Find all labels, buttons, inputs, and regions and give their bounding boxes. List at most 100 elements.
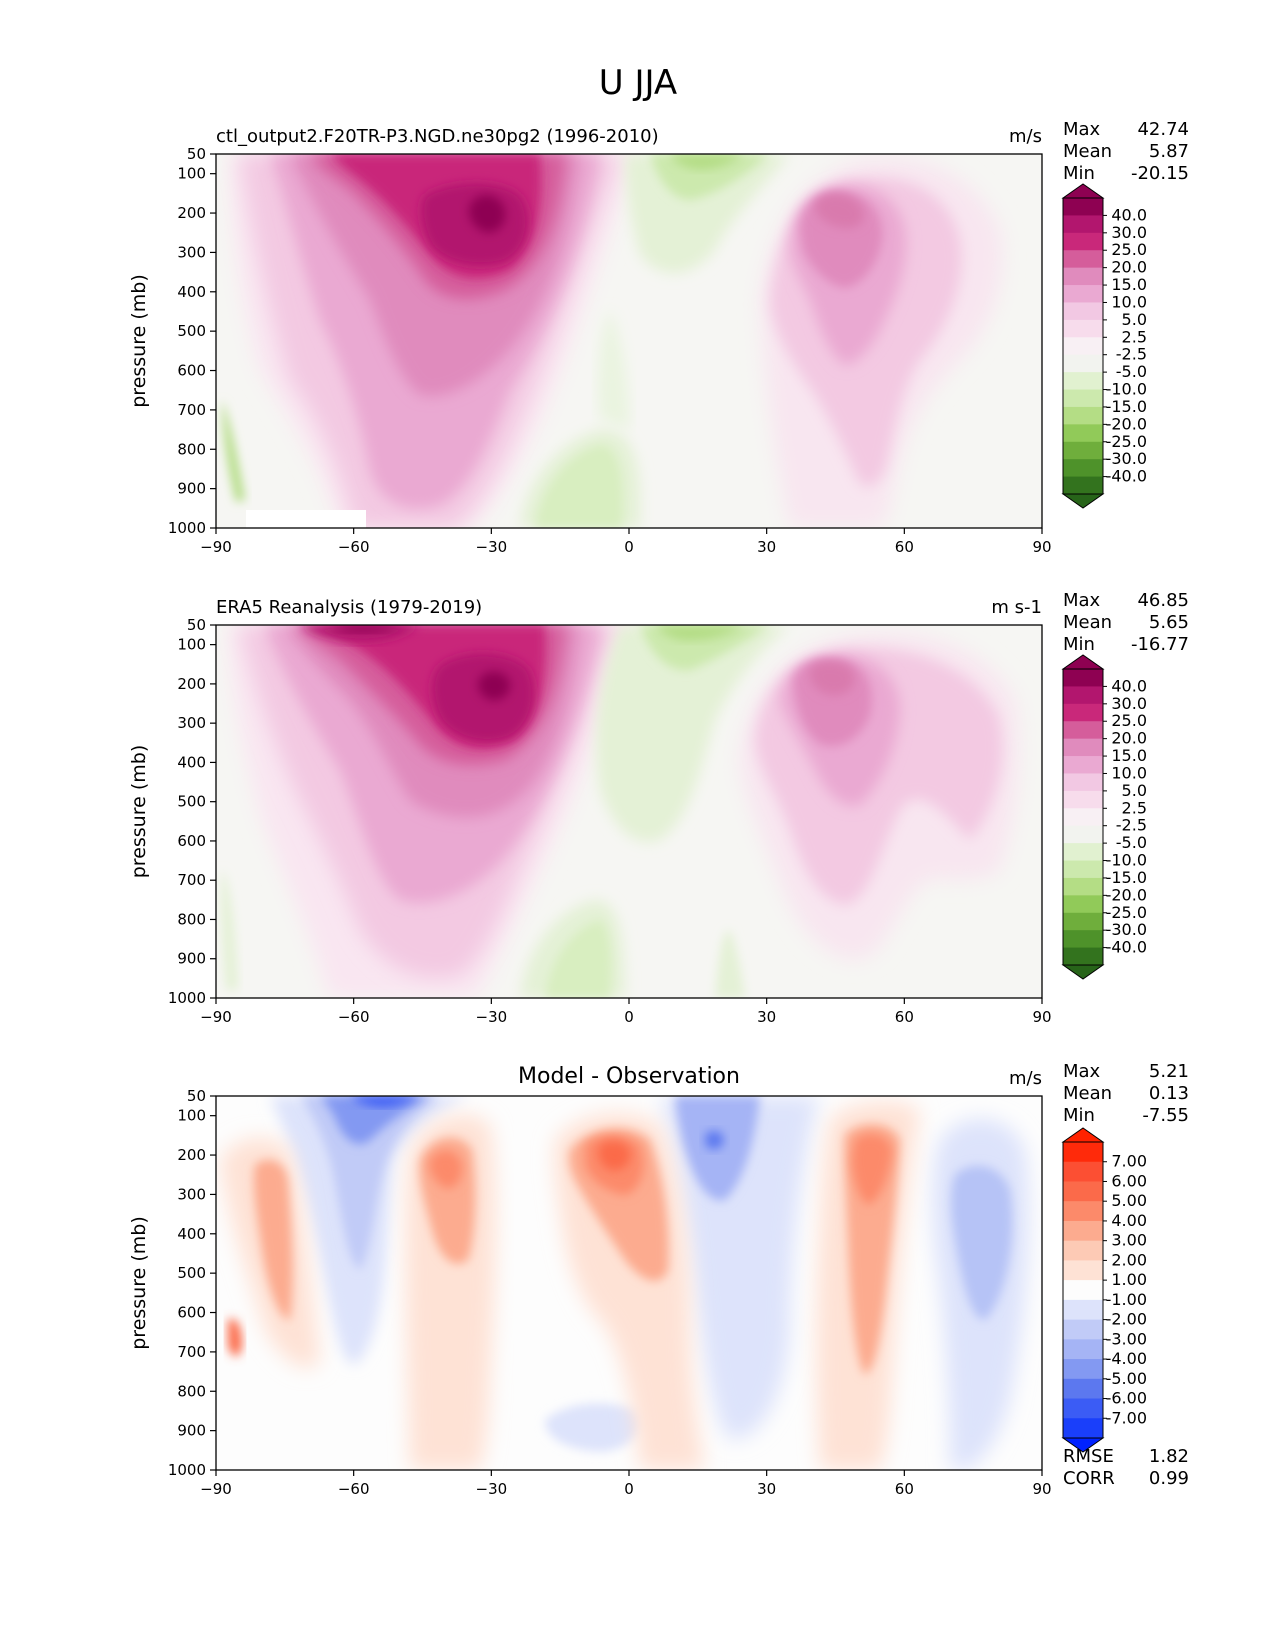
- contour-sh-jetcap: [300, 625, 420, 642]
- panel-difference: Model - Observation m/s: [128, 1064, 1052, 1498]
- colorbar-swatch: [1063, 285, 1103, 303]
- colorbar-swatch: [1063, 790, 1103, 809]
- colorbar-swatch: [1063, 476, 1103, 495]
- contour-neg-top-3: [320, 1096, 430, 1145]
- stat-label: Max: [1063, 119, 1101, 140]
- colorbar-swatch: [1063, 669, 1103, 687]
- axes: −90 −60 −30 0 30 60 90 50 100 200 300 400 500 600 700 8…: [128, 1087, 1052, 1498]
- contour-sh-40: [478, 671, 511, 701]
- colorbar-frame: [1062, 668, 1104, 966]
- y-tick-label: 50: [187, 1087, 206, 1105]
- colorbar-swatch: [1063, 756, 1103, 774]
- colorbar: 7.006.005.004.003.002.001.00-1.00-2.00-3…: [1061, 1127, 1147, 1453]
- x-tick-label: 30: [757, 1480, 776, 1498]
- colorbar-label: 40.0: [1111, 676, 1147, 695]
- stat-value: 0.99: [1149, 1468, 1189, 1489]
- side-panel-era5: Max 46.85 Mean 5.65 Min -16.77 40.030.025.020.…: [1061, 590, 1189, 980]
- colorbar-label: 5.00: [1111, 1191, 1147, 1210]
- x-tick-label: −90: [200, 1480, 232, 1498]
- contour-sh-edge-green: [221, 870, 238, 990]
- colorbar-swatch: [1063, 337, 1103, 356]
- colorbar-label: -40.0: [1106, 467, 1147, 486]
- axes: −90 −60 −30 0 30 60 90 50 100 200 300 400 500 600 700 8…: [128, 616, 1052, 1026]
- stat-label: Mean: [1063, 141, 1112, 162]
- x-tick-label: 0: [624, 1480, 634, 1498]
- y-tick-label: 900: [177, 480, 206, 498]
- contour-pos-eq-4: [598, 1140, 631, 1171]
- colorbar-swatch: [1063, 319, 1103, 338]
- colorbar: 40.030.025.020.015.010.05.02.5-2.5-5.0-1…: [1061, 183, 1147, 509]
- colorbar-over-extension: [1061, 183, 1105, 199]
- y-tick-label: 800: [177, 1382, 206, 1400]
- y-tick-label: 200: [177, 204, 206, 222]
- contour-neg-top-4: [350, 1096, 420, 1107]
- colorbar-frame: [1062, 1141, 1104, 1439]
- colorbar-label: -15.0: [1106, 868, 1147, 887]
- colorbar-frame: [1062, 197, 1104, 495]
- colorbar-label: -20.0: [1106, 414, 1147, 433]
- y-tick-label: 900: [177, 950, 206, 968]
- y-tick-label: 100: [177, 636, 206, 654]
- colorbar-label: 30.0: [1111, 694, 1147, 713]
- colorbar-swatch: [1063, 1161, 1103, 1182]
- x-tick-label: −60: [338, 1480, 370, 1498]
- colorbar-swatch: [1063, 406, 1103, 425]
- stat-value: -20.15: [1131, 163, 1189, 184]
- contour-field: [216, 625, 1042, 998]
- contour-pos-sh-mid-3: [429, 1150, 463, 1189]
- stat-value: 1.82: [1149, 1446, 1189, 1467]
- colorbar-swatch: [1063, 1339, 1103, 1360]
- contour-sh-40-cap: [330, 625, 400, 633]
- panel-title: Model - Observation: [518, 1064, 740, 1089]
- contour-field: [216, 154, 1042, 528]
- colorbar-swatch: [1063, 721, 1103, 740]
- colorbar: 40.030.025.020.015.010.05.02.5-2.5-5.0-1…: [1061, 654, 1147, 980]
- stat-value: 5.87: [1149, 141, 1189, 162]
- axes: −90 −60 −30 0 30 60 90 50 100 200 300 400 500 600 700 8…: [128, 145, 1052, 556]
- colorbar-under-extension: [1061, 493, 1105, 509]
- x-tick-label: −30: [476, 1008, 508, 1026]
- colorbar-label: 6.00: [1111, 1171, 1147, 1190]
- colorbar-swatch: [1063, 372, 1103, 391]
- x-tick-label: −30: [476, 538, 508, 556]
- stat-value: 46.85: [1137, 590, 1189, 611]
- colorbar-swatch: [1063, 459, 1103, 478]
- stat-value: 5.21: [1149, 1061, 1189, 1082]
- colorbar-swatch: [1063, 232, 1103, 251]
- colorbar-swatch: [1063, 1142, 1103, 1163]
- colorbar-swatch: [1063, 947, 1103, 966]
- y-tick-label: 50: [187, 616, 206, 634]
- colorbar-label: -2.5: [1116, 816, 1147, 835]
- colorbar-label: 3.00: [1111, 1231, 1147, 1250]
- x-tick-label: 60: [895, 1480, 914, 1498]
- colorbar-swatch: [1063, 1378, 1103, 1400]
- x-tick-label: −90: [200, 1008, 232, 1026]
- stat-label: RMSE: [1063, 1446, 1114, 1467]
- colorbar-label: -1.00: [1106, 1290, 1147, 1309]
- x-tick-label: −90: [200, 538, 232, 556]
- stat-value: -16.77: [1131, 634, 1189, 655]
- colorbar-label: 4.00: [1111, 1211, 1147, 1230]
- units-label: m/s: [1009, 126, 1042, 147]
- colorbar-swatch: [1063, 843, 1103, 862]
- colorbar-label: -25.0: [1106, 432, 1147, 451]
- colorbar-label: 25.0: [1111, 240, 1147, 259]
- colorbar-under-extension: [1061, 964, 1105, 980]
- y-tick-label: 1000: [168, 519, 206, 537]
- colorbar-swatch: [1063, 354, 1103, 373]
- contour-trop-upper-2-5: [596, 625, 790, 842]
- colorbar-swatch: [1063, 1201, 1103, 1222]
- colorbar-swatch: [1063, 1280, 1103, 1301]
- stat-label: Mean: [1063, 612, 1112, 633]
- y-tick-label: 400: [177, 753, 206, 771]
- contour-trop-lower-5: [535, 445, 623, 528]
- colorbar-label: 5.0: [1122, 310, 1147, 329]
- missing-data: [246, 510, 366, 528]
- contour-trop-lower-5: [545, 920, 611, 998]
- colorbar-swatch: [1063, 825, 1103, 844]
- y-tick-label: 1000: [168, 989, 206, 1007]
- y-tick-label: 700: [177, 1343, 206, 1361]
- stat-label: Min: [1063, 1105, 1095, 1126]
- contour-trop-lower-right: [715, 930, 745, 998]
